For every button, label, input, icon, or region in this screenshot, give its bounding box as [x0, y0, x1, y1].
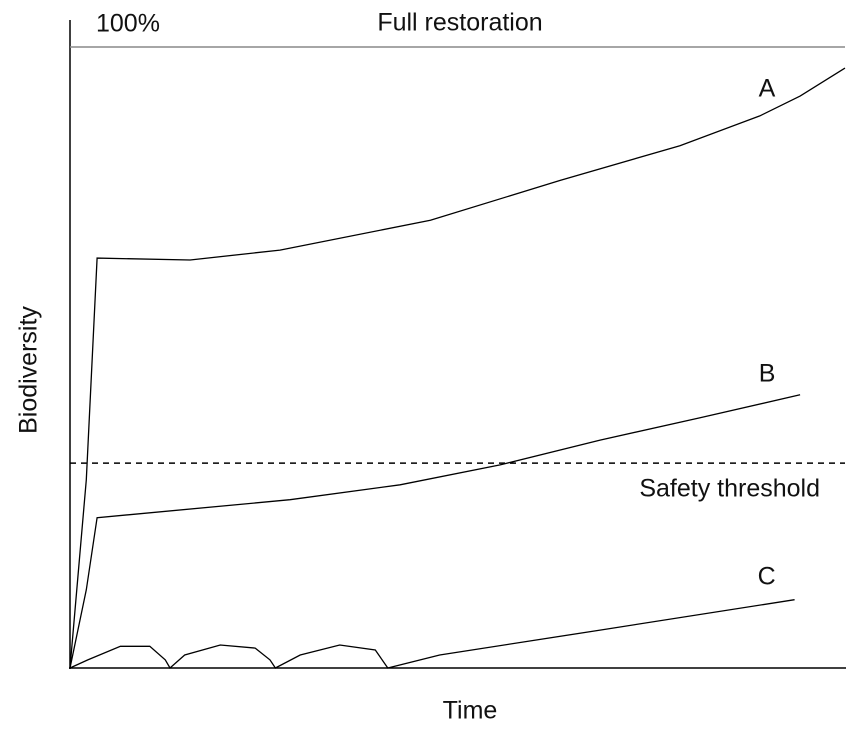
series-label: C	[758, 562, 776, 590]
series-line	[69, 599, 795, 670]
series-label: B	[759, 359, 776, 387]
x-axis-label: Time	[443, 697, 498, 725]
reference-label: Full restoration	[377, 9, 542, 37]
series-line	[69, 67, 846, 669]
series-line	[69, 394, 801, 669]
y-tick-label: 100%	[96, 10, 160, 38]
series-label: A	[759, 75, 776, 103]
y-axis-label: Biodiversity	[15, 306, 43, 434]
reference-label: Safety threshold	[639, 475, 820, 503]
